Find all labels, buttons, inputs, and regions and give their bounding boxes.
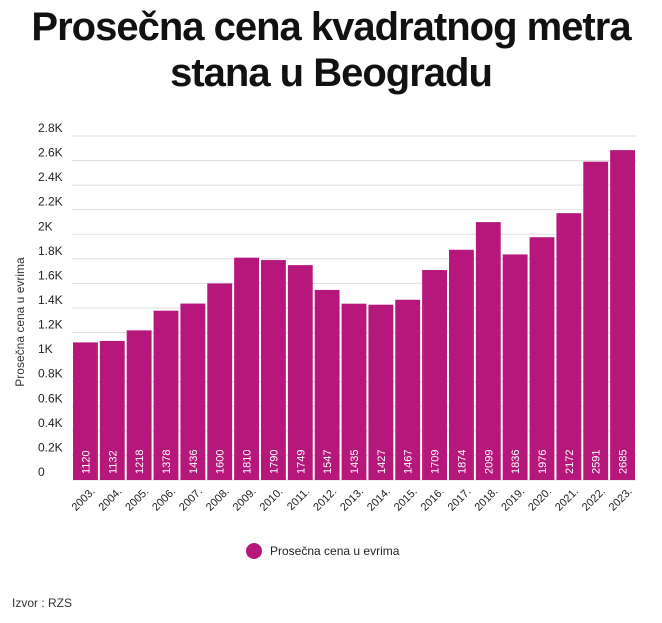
bar [261, 260, 286, 480]
bar-value-label: 1749 [295, 450, 307, 474]
bar-value-label: 1436 [188, 450, 200, 474]
chart-title: Prosečna cena kvadratnog metra stana u B… [0, 4, 662, 96]
bar-value-label: 1600 [215, 450, 227, 474]
bar-value-label: 2591 [591, 450, 603, 474]
bar-value-label: 1790 [268, 450, 280, 474]
bar [502, 254, 528, 480]
chart-title-line-2: stana u Beogradu [170, 51, 493, 95]
x-tick-label: 2023. [607, 486, 635, 514]
bar-value-label: 1218 [134, 450, 146, 474]
x-tick-label: 2005. [123, 486, 151, 514]
y-tick-label: 1.4K [38, 293, 63, 307]
y-tick-label: 2.6K [38, 146, 63, 160]
bar-value-label: 1427 [376, 450, 388, 474]
bar [99, 340, 125, 480]
bar [368, 304, 394, 480]
bar [449, 249, 474, 480]
x-tick-label: 2019. [499, 486, 527, 514]
legend-marker [246, 543, 262, 559]
bar-value-label: 1709 [430, 450, 442, 474]
y-tick-label: 0.4K [38, 416, 63, 430]
x-tick-label: 2004. [96, 486, 124, 514]
source-note: Izvor : RZS [12, 596, 73, 610]
y-tick-label: 0.6K [38, 391, 63, 405]
bar-value-label: 1467 [403, 450, 415, 474]
x-tick-label: 2008. [204, 486, 232, 514]
bar [341, 303, 367, 480]
bar [126, 330, 152, 480]
x-tick-label: 2018. [472, 486, 500, 514]
x-tick-label: 2017. [446, 486, 474, 514]
y-tick-label: 0.8K [38, 367, 63, 381]
bar-value-label: 2172 [564, 450, 576, 474]
bar [556, 213, 582, 480]
bar-value-label: 2099 [483, 450, 495, 474]
bar [610, 150, 635, 480]
y-tick-label: 1.6K [38, 268, 63, 282]
bar-value-label: 1120 [80, 450, 92, 474]
x-tick-label: 2012. [311, 486, 339, 514]
bar [529, 237, 555, 480]
x-tick-label: 2014. [365, 486, 393, 514]
bar [234, 257, 259, 480]
x-tick-label: 2003. [70, 486, 98, 514]
x-tick-label: 2021. [553, 486, 581, 514]
y-tick-label: 0 [38, 465, 45, 479]
bar-value-label: 1435 [349, 450, 361, 474]
bar [422, 270, 447, 480]
x-tick-label: 2020. [526, 486, 554, 514]
bar-value-label: 1132 [107, 450, 119, 474]
bar-value-label: 1810 [242, 450, 254, 474]
x-tick-label: 2016. [419, 486, 447, 514]
y-axis-ticks: 0 0.2K 0.4K 0.6K 0.8K 1K 1.2K 1.4K 1.6K 1.8K 2K 2.2… [38, 121, 63, 479]
x-tick-label: 2006. [150, 486, 178, 514]
y-tick-label: 2.8K [38, 121, 63, 135]
y-tick-label: 0.2K [38, 440, 63, 454]
x-tick-label: 2022. [580, 486, 608, 514]
chart-title-line-1: Prosečna cena kvadratnog metra [31, 5, 631, 49]
x-tick-label: 2011. [285, 486, 312, 513]
y-tick-label: 1.2K [38, 318, 63, 332]
y-tick-label: 2K [38, 219, 53, 233]
bars: 1120 1132 1218 1378 1436 1600 1810 1790 1749 1547… [73, 150, 635, 481]
bar-value-label: 1547 [322, 450, 334, 474]
x-tick-label: 2013. [338, 486, 366, 514]
bar [287, 265, 313, 480]
y-axis-label: Prosečna cena u evrima [13, 257, 27, 387]
bar-chart: 0 0.2K 0.4K 0.6K 0.8K 1K 1.2K 1.4K 1.6K 1.8K 2K 2.2… [13, 121, 636, 514]
x-tick-label: 2015. [392, 486, 420, 514]
bar [180, 303, 206, 480]
bar-value-label: 1874 [456, 450, 468, 474]
bar [475, 222, 501, 480]
bar [73, 342, 98, 480]
bar-value-label: 1836 [510, 450, 522, 474]
y-tick-label: 1K [38, 342, 53, 356]
bar-value-label: 2685 [618, 450, 630, 474]
bar-value-label: 1378 [161, 450, 173, 474]
bar [153, 310, 179, 480]
y-tick-label: 2.2K [38, 195, 63, 209]
x-tick-label: 2009. [231, 486, 259, 514]
x-axis-ticks: 2003.2004.2005.2006.2007.2008.2009.2010.… [70, 486, 635, 514]
legend-label: Prosečna cena u evrima [270, 544, 400, 558]
legend: Prosečna cena u evrima [246, 543, 399, 559]
bar [314, 289, 340, 480]
y-tick-label: 1.8K [38, 244, 63, 258]
bar [395, 299, 421, 480]
bar [583, 161, 609, 481]
bar-value-label: 1976 [537, 450, 549, 474]
bar [207, 283, 233, 480]
x-tick-label: 2007. [177, 486, 205, 514]
x-tick-label: 2010. [258, 486, 286, 514]
y-tick-label: 2.4K [38, 170, 63, 184]
